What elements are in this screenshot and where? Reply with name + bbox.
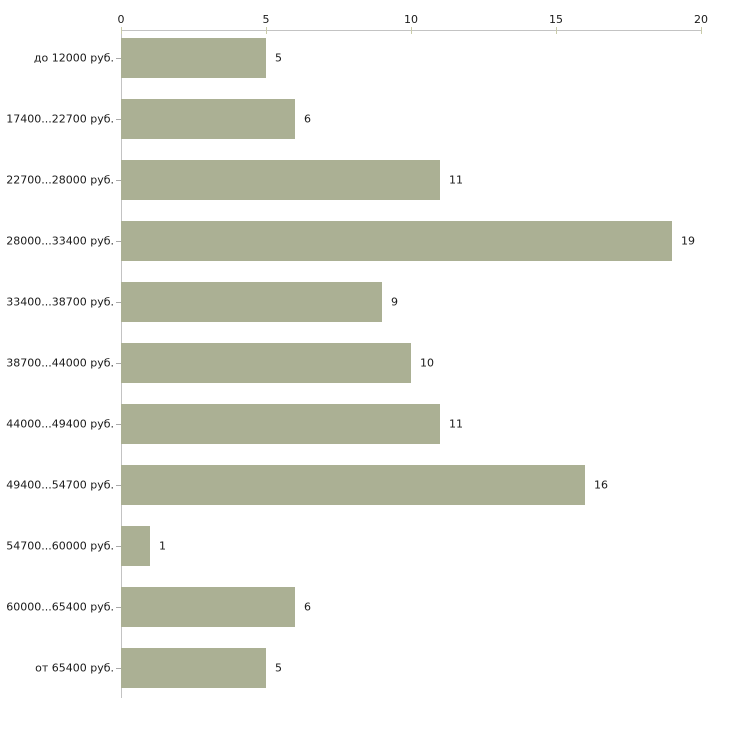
x-tick-label: 20: [694, 13, 708, 26]
category-label: 44000...49400 руб.: [6, 417, 114, 431]
value-label: 6: [304, 600, 311, 614]
category-label: 33400...38700 руб.: [6, 295, 114, 309]
category-label: 38700...44000 руб.: [6, 356, 114, 370]
x-tick-mark: [411, 27, 412, 34]
x-tick-label: 0: [117, 13, 125, 26]
value-label: 19: [681, 234, 695, 248]
value-label: 1: [159, 539, 166, 553]
bar: [121, 160, 440, 200]
bar: [121, 99, 295, 139]
bar: [121, 343, 411, 383]
category-tick-mark: [116, 302, 121, 303]
category-label: 17400...22700 руб.: [6, 112, 114, 126]
category-label: 22700...28000 руб.: [6, 173, 114, 187]
category-tick-mark: [116, 485, 121, 486]
value-label: 11: [449, 417, 463, 431]
category-label: 54700...60000 руб.: [6, 539, 114, 553]
x-tick-label: 10: [404, 13, 418, 26]
bar: [121, 282, 382, 322]
value-label: 16: [594, 478, 608, 492]
category-tick-mark: [116, 241, 121, 242]
value-label: 11: [449, 173, 463, 187]
bar: [121, 587, 295, 627]
value-label: 5: [275, 51, 282, 65]
category-label: до 12000 руб.: [33, 51, 114, 65]
value-label: 9: [391, 295, 398, 309]
x-tick-label: 15: [549, 13, 563, 26]
bar: [121, 38, 266, 78]
value-label: 5: [275, 661, 282, 675]
value-label: 10: [420, 356, 434, 370]
x-tick-mark: [556, 27, 557, 34]
category-label: 60000...65400 руб.: [6, 600, 114, 614]
bar: [121, 465, 585, 505]
value-label: 6: [304, 112, 311, 126]
category-tick-mark: [116, 424, 121, 425]
category-tick-mark: [116, 58, 121, 59]
x-tick-mark: [701, 27, 702, 34]
category-label: 28000...33400 руб.: [6, 234, 114, 248]
bar: [121, 404, 440, 444]
category-tick-mark: [116, 668, 121, 669]
x-tick-label: 5: [262, 13, 270, 26]
category-tick-mark: [116, 119, 121, 120]
bar: [121, 221, 672, 261]
category-label: 49400...54700 руб.: [6, 478, 114, 492]
bar: [121, 648, 266, 688]
x-tick-mark: [121, 27, 122, 34]
category-tick-mark: [116, 546, 121, 547]
category-tick-mark: [116, 607, 121, 608]
category-tick-mark: [116, 363, 121, 364]
category-label: от 65400 руб.: [35, 661, 114, 675]
category-tick-mark: [116, 180, 121, 181]
bar: [121, 526, 150, 566]
x-tick-mark: [266, 27, 267, 34]
